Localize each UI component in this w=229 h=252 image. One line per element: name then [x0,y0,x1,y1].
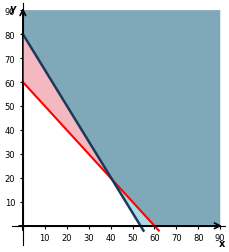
Text: y: y [10,4,16,14]
Polygon shape [23,35,111,178]
Polygon shape [111,178,154,226]
Text: x: x [219,238,226,248]
Polygon shape [23,11,220,226]
